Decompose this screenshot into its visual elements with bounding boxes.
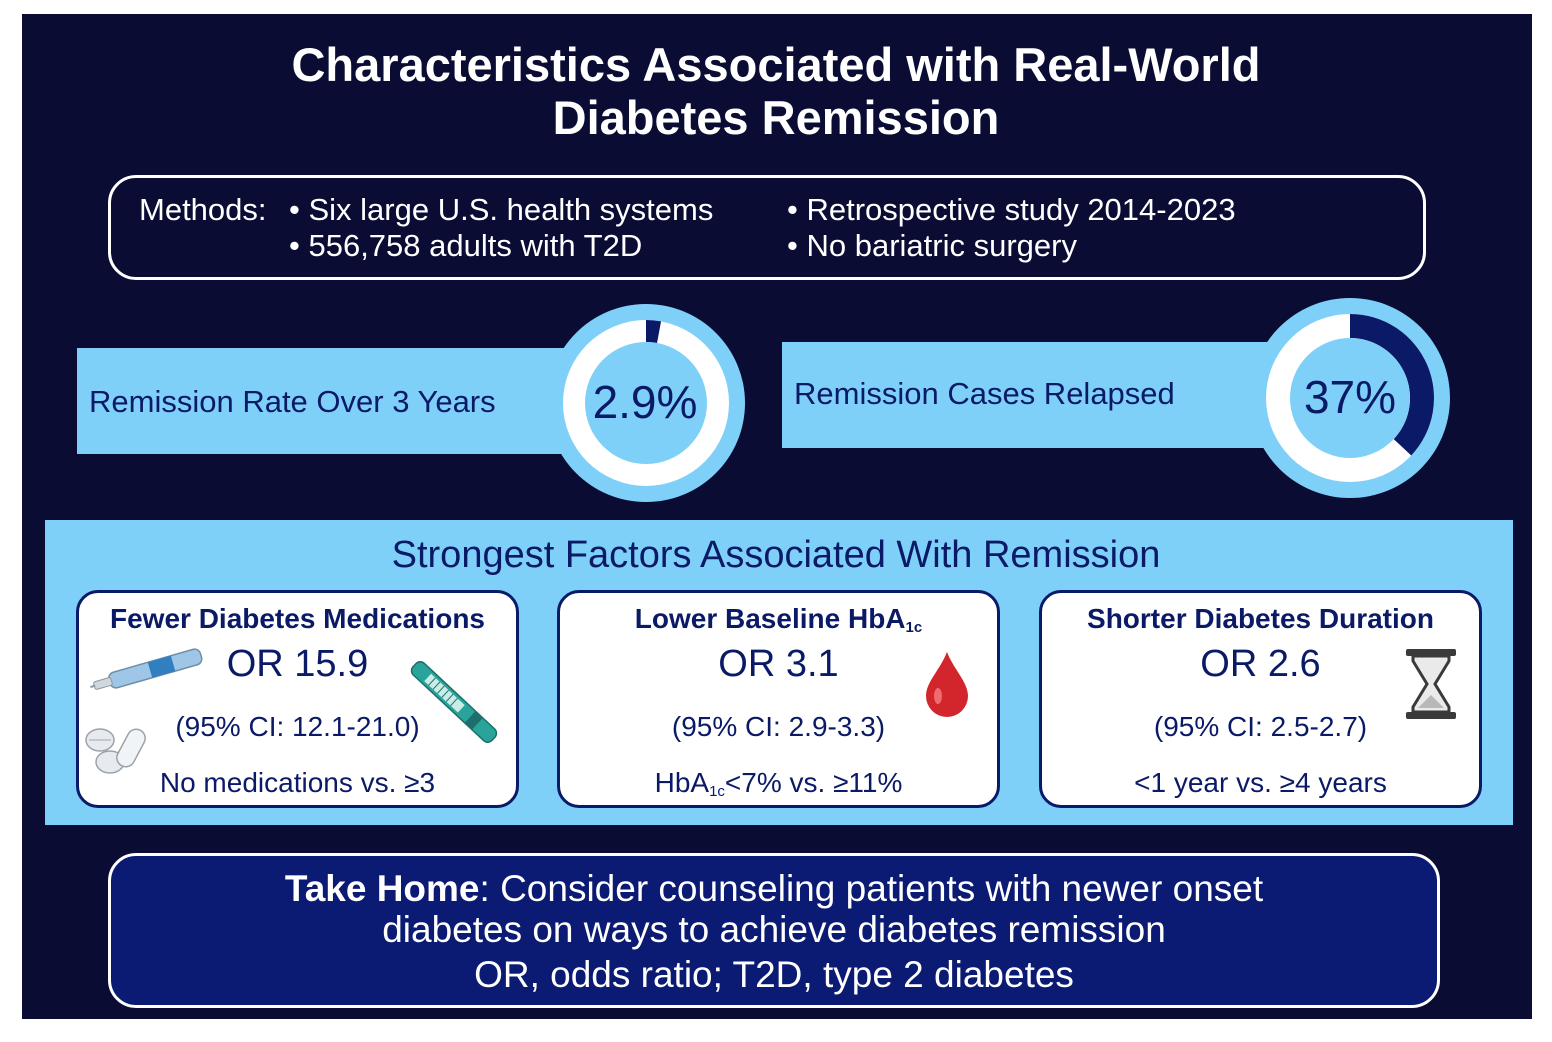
insulin-pen-icon — [90, 648, 203, 690]
title-line-1: Characteristics Associated with Real-Wor… — [291, 38, 1261, 91]
relapse-label: Remission Cases Relapsed — [794, 376, 1175, 411]
factor-confidence-interval: (95% CI: 2.9-3.3) — [671, 711, 886, 742]
remission-rate-label: Remission Rate Over 3 Years — [89, 384, 496, 419]
abbreviations: OR, odds ratio; T2D, type 2 diabetes — [474, 954, 1074, 995]
take-home-text: : Consider counseling patients with newe… — [479, 868, 1264, 909]
comparison-text: HbA — [654, 767, 710, 798]
factor-title: Fewer Diabetes Medications — [109, 603, 485, 634]
take-home-line-2: diabetes on ways to achieve diabetes rem… — [382, 909, 1166, 950]
factor-comparison: HbA1c<7% vs. ≥11% — [560, 767, 997, 800]
relapse-value: 37% — [1303, 371, 1397, 423]
blood-drop-icon — [926, 652, 968, 717]
factor-card-hba1c: Lower Baseline HbA1c OR 3.1 (95% CI: 2.9… — [557, 590, 1000, 808]
factors-heading: Strongest Factors Associated With Remiss… — [391, 534, 1161, 576]
remission-rate-value: 2.9% — [592, 376, 698, 428]
donut-center — [1290, 338, 1410, 458]
relapse-bar: Remission Cases Relapsed — [782, 342, 1282, 448]
remission-rate-donut — [547, 304, 745, 502]
factor-title: Shorter Diabetes Duration — [1087, 603, 1434, 634]
factor-odds-ratio: OR 2.6 — [1200, 643, 1321, 685]
comparison-text-rest: <7% vs. ≥11% — [724, 767, 903, 798]
comparison-subscript: 1c — [709, 783, 725, 800]
relapse-donut — [1250, 298, 1450, 498]
factor-confidence-interval: (95% CI: 2.5-2.7) — [1153, 711, 1368, 742]
take-home-label: Take Home — [284, 868, 480, 909]
take-home-box: Take Home: Consider counseling patients … — [108, 853, 1440, 1008]
pills-icon — [85, 728, 146, 774]
infographic-background — [22, 14, 1532, 1019]
methods-box: Methods: • Six large U.S. health systems… — [108, 175, 1426, 280]
hourglass-icon — [1406, 649, 1456, 719]
methods-label: Methods: — [139, 192, 267, 227]
teal-insulin-pen-icon — [410, 661, 498, 743]
donut-center — [585, 342, 707, 464]
factor-confidence-interval: (95% CI: 12.1-21.0) — [175, 711, 420, 742]
methods-bullet-3: • Retrospective study 2014-2023 — [787, 192, 1236, 227]
factor-card-medications: Fewer Diabetes Medications OR 15.9 (95% … — [76, 590, 519, 808]
donut-segment — [646, 320, 662, 344]
methods-bullet-4: • No bariatric surgery — [787, 228, 1077, 263]
donut-segment — [1350, 314, 1434, 456]
factor-comparison: <1 year vs. ≥4 years — [1134, 767, 1387, 798]
factor-comparison: No medications vs. ≥3 — [159, 767, 436, 798]
factor-title-text: Lower Baseline HbA — [634, 603, 906, 634]
title-line-2: Diabetes Remission — [552, 91, 1000, 144]
methods-bullet-1: • Six large U.S. health systems — [289, 192, 714, 227]
factor-odds-ratio: OR 15.9 — [226, 643, 369, 685]
methods-bullet-2: • 556,758 adults with T2D — [289, 228, 643, 263]
remission-rate-bar: Remission Rate Over 3 Years — [77, 348, 597, 454]
factor-odds-ratio: OR 3.1 — [718, 643, 839, 685]
factor-title: Lower Baseline HbA1c — [560, 603, 997, 636]
take-home-line-1: Take Home: Consider counseling patients … — [111, 868, 1437, 910]
factor-card-duration: Shorter Diabetes Duration OR 2.6 (95% CI… — [1039, 590, 1482, 808]
page-title: Characteristics Associated with Real-Wor… — [0, 38, 1552, 144]
factor-title-subscript: 1c — [905, 619, 923, 636]
